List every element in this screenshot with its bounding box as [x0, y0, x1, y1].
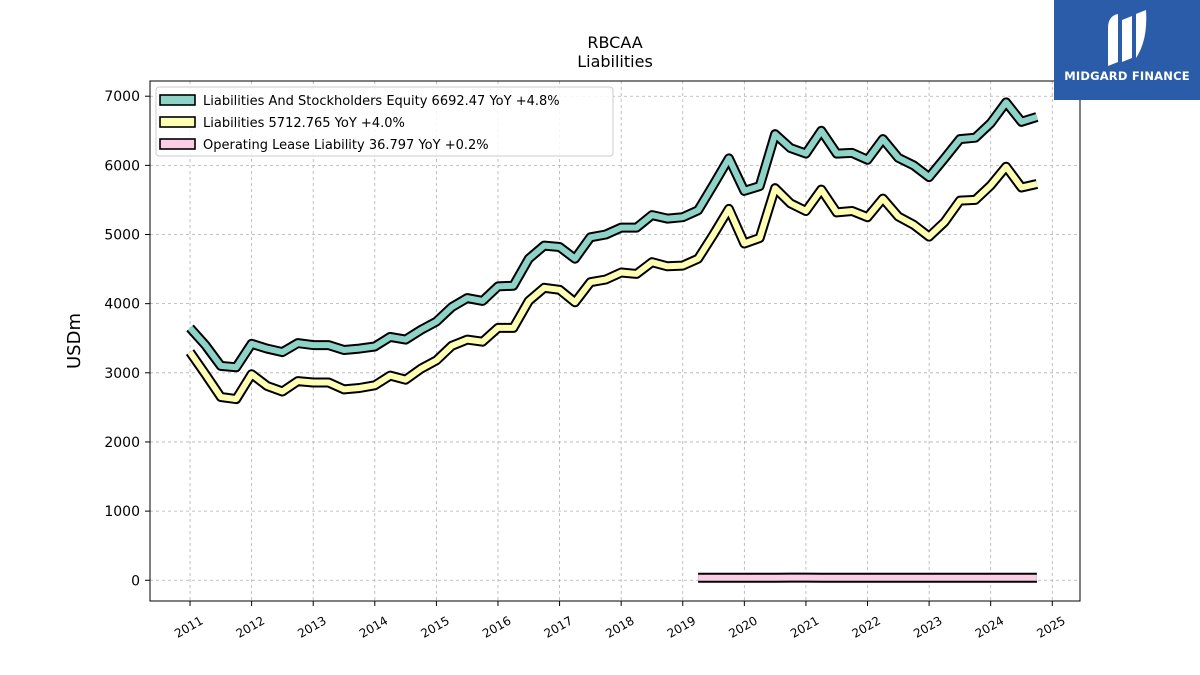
- legend-swatch: [159, 138, 196, 150]
- series-outline: [185, 161, 1039, 405]
- legend-box: [155, 86, 614, 157]
- brand-logo: MIDGARD FINANCE: [1054, 0, 1200, 100]
- chart-title: RBCAA: [587, 33, 642, 52]
- x-tick-label: 2011: [172, 613, 205, 640]
- x-tick-label: 2012: [234, 613, 267, 640]
- legend-swatch: [159, 116, 196, 128]
- series-layer: [185, 97, 1039, 583]
- chart-subtitle: Liabilities: [577, 52, 653, 71]
- legend: Liabilities And Stockholders Equity 6692…: [155, 86, 614, 157]
- x-tick-label: 2013: [295, 613, 328, 640]
- x-tick-label: 2017: [542, 613, 575, 640]
- x-tick-label: 2023: [911, 613, 944, 640]
- x-tick-label: 2015: [418, 613, 451, 640]
- legend-entry: Operating Lease Liability 36.797 YoY +0.…: [203, 138, 489, 153]
- legend-swatch: [159, 94, 196, 106]
- brand-name: MIDGARD FINANCE: [1064, 69, 1190, 83]
- x-tick-label: 2024: [973, 613, 1006, 640]
- x-tick-label: 2021: [788, 613, 821, 640]
- series-liabilities: [185, 161, 1039, 405]
- x-tick-label: 2025: [1034, 613, 1067, 640]
- y-axis-label: USDm: [64, 313, 85, 369]
- y-tick-label: 0: [131, 573, 140, 589]
- series-liabilities-and-stockholders-equity: [186, 97, 1039, 373]
- series-line: [187, 99, 1038, 371]
- legend-entry: Liabilities And Stockholders Equity 6692…: [203, 94, 560, 109]
- series-line: [187, 163, 1038, 403]
- y-tick-label: 1000: [104, 504, 140, 520]
- x-tick-label: 2020: [726, 613, 759, 640]
- x-tick-label: 2019: [665, 613, 698, 640]
- y-tick-label: 4000: [104, 297, 140, 313]
- y-tick-label: 5000: [104, 228, 140, 244]
- x-tick-label: 2016: [480, 613, 513, 640]
- legend-entry: Liabilities 5712.765 YoY +4.0%: [203, 116, 405, 131]
- y-tick-label: 2000: [104, 435, 140, 451]
- x-tick-label: 2018: [603, 613, 636, 640]
- x-tick-label: 2014: [357, 613, 390, 640]
- plot-frame: [149, 80, 1081, 602]
- y-tick-label: 6000: [104, 158, 140, 174]
- y-tick-label: 7000: [104, 89, 140, 105]
- x-tick-label: 2022: [850, 613, 883, 640]
- brand-mark-icon: [1108, 10, 1147, 66]
- y-tick-label: 3000: [104, 366, 140, 382]
- grid-lines: [150, 81, 1080, 601]
